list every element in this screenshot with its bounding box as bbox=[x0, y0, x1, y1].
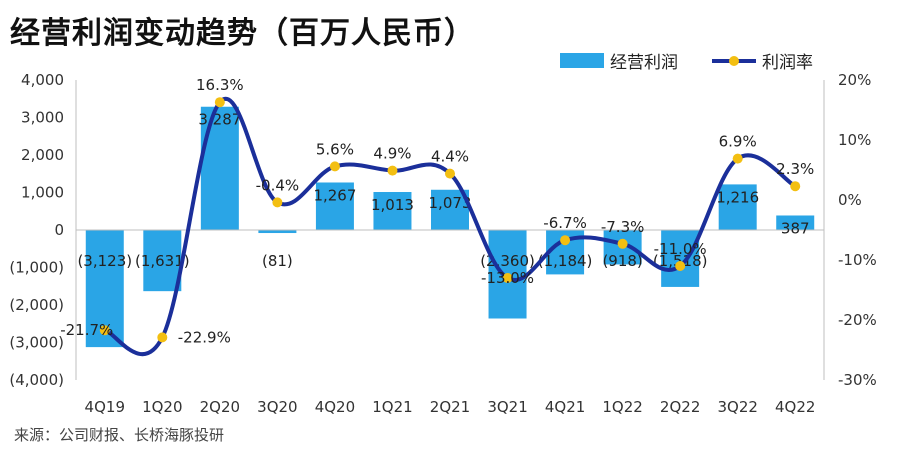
line-data-label: -7.3% bbox=[601, 218, 645, 236]
x-tick-label: 4Q21 bbox=[545, 398, 585, 416]
bar-data-label: 1,073 bbox=[429, 194, 472, 212]
line-data-label: 4.4% bbox=[431, 148, 469, 166]
y-right-tick-label: -20% bbox=[838, 311, 877, 329]
y-left-tick-label: 2,000 bbox=[21, 146, 64, 164]
x-tick-label: 4Q20 bbox=[315, 398, 355, 416]
line-point bbox=[272, 197, 283, 208]
line-point bbox=[732, 153, 743, 164]
legend-item-bar: 经营利润 bbox=[560, 48, 678, 73]
legend-item-line: 利润率 bbox=[712, 48, 813, 73]
line-point bbox=[675, 261, 686, 271]
x-tick-label: 4Q22 bbox=[775, 398, 815, 416]
y-left-tick-label: (2,000) bbox=[9, 296, 64, 314]
y-left-tick-label: 4,000 bbox=[21, 71, 64, 89]
y-left-tick-label: 3,000 bbox=[21, 109, 64, 127]
line-point bbox=[790, 181, 801, 192]
x-tick-label: 4Q19 bbox=[85, 398, 125, 416]
line-point bbox=[445, 168, 455, 179]
bar-data-label: 3,287 bbox=[198, 111, 241, 129]
line-data-label: -6.7% bbox=[543, 214, 587, 232]
line-point bbox=[214, 97, 225, 108]
bar bbox=[143, 230, 182, 292]
line-data-label: 6.9% bbox=[719, 133, 757, 151]
bar-data-label: (81) bbox=[262, 252, 293, 270]
line-data-label: -21.7% bbox=[60, 321, 113, 339]
bar-data-label: (918) bbox=[602, 252, 642, 270]
chart-legend: 经营利润 利润率 bbox=[560, 48, 847, 73]
y-right-tick-label: 10% bbox=[838, 131, 871, 149]
line-data-label: -22.9% bbox=[178, 328, 231, 346]
x-tick-label: 2Q21 bbox=[430, 398, 470, 416]
bar bbox=[661, 230, 700, 287]
bar bbox=[258, 230, 297, 234]
bar bbox=[776, 215, 815, 230]
bar-data-label: 387 bbox=[781, 219, 810, 237]
line-point bbox=[387, 165, 398, 176]
y-left-tick-label: 1,000 bbox=[21, 184, 64, 202]
line-data-label: 16.3% bbox=[196, 76, 244, 94]
line-point bbox=[329, 161, 340, 172]
line-point bbox=[617, 238, 628, 249]
y-right-tick-label: 0% bbox=[838, 191, 862, 209]
y-right-tick-label: 20% bbox=[838, 71, 871, 89]
y-left-tick-label: (1,000) bbox=[9, 259, 64, 277]
y-left-tick-label: (4,000) bbox=[9, 371, 64, 389]
x-tick-label: 3Q22 bbox=[717, 398, 757, 416]
bar bbox=[718, 184, 757, 230]
x-tick-label: 3Q21 bbox=[487, 398, 527, 416]
line-data-label: 2.3% bbox=[776, 160, 814, 178]
bar-data-label: 1,216 bbox=[716, 188, 759, 206]
legend-bar-swatch bbox=[560, 53, 604, 68]
legend-bar-label: 经营利润 bbox=[610, 53, 678, 73]
y-right-tick-label: -30% bbox=[838, 371, 877, 389]
x-tick-label: 2Q20 bbox=[200, 398, 240, 416]
bar bbox=[373, 192, 412, 230]
x-tick-label: 2Q22 bbox=[660, 398, 700, 416]
line-point bbox=[157, 332, 168, 343]
line-point bbox=[560, 235, 571, 246]
bar-data-label: 1,013 bbox=[371, 196, 414, 214]
bar bbox=[315, 182, 354, 230]
y-left-tick-label: (3,000) bbox=[9, 334, 64, 352]
bar-data-label: (1,631) bbox=[135, 252, 190, 270]
line-data-label: 5.6% bbox=[316, 140, 354, 158]
y-right-tick-label: -10% bbox=[838, 251, 877, 269]
line-point bbox=[99, 325, 110, 336]
legend-line-swatch bbox=[712, 53, 756, 68]
x-tick-label: 1Q21 bbox=[372, 398, 412, 416]
line-data-label: 4.9% bbox=[373, 145, 411, 163]
source-note: 来源：公司财报、长桥海豚投研 bbox=[14, 426, 225, 444]
x-tick-label: 1Q22 bbox=[602, 398, 642, 416]
line-data-label: -11.0% bbox=[654, 240, 707, 258]
line-point bbox=[502, 273, 513, 283]
x-tick-label: 1Q20 bbox=[142, 398, 182, 416]
x-tick-label: 3Q20 bbox=[257, 398, 297, 416]
y-left-tick-label: 0 bbox=[54, 221, 64, 239]
line-data-label: -0.4% bbox=[256, 176, 300, 194]
bar-data-label: (2,360) bbox=[480, 252, 535, 270]
legend-line-label: 利润率 bbox=[762, 53, 813, 73]
chart-title: 经营利润变动趋势（百万人民币） bbox=[10, 16, 475, 51]
bar-data-label: (1,184) bbox=[538, 252, 593, 270]
bar-data-label: (3,123) bbox=[77, 252, 132, 270]
bar-data-label: 1,267 bbox=[313, 186, 356, 204]
line-data-label: -13.0% bbox=[481, 269, 534, 287]
